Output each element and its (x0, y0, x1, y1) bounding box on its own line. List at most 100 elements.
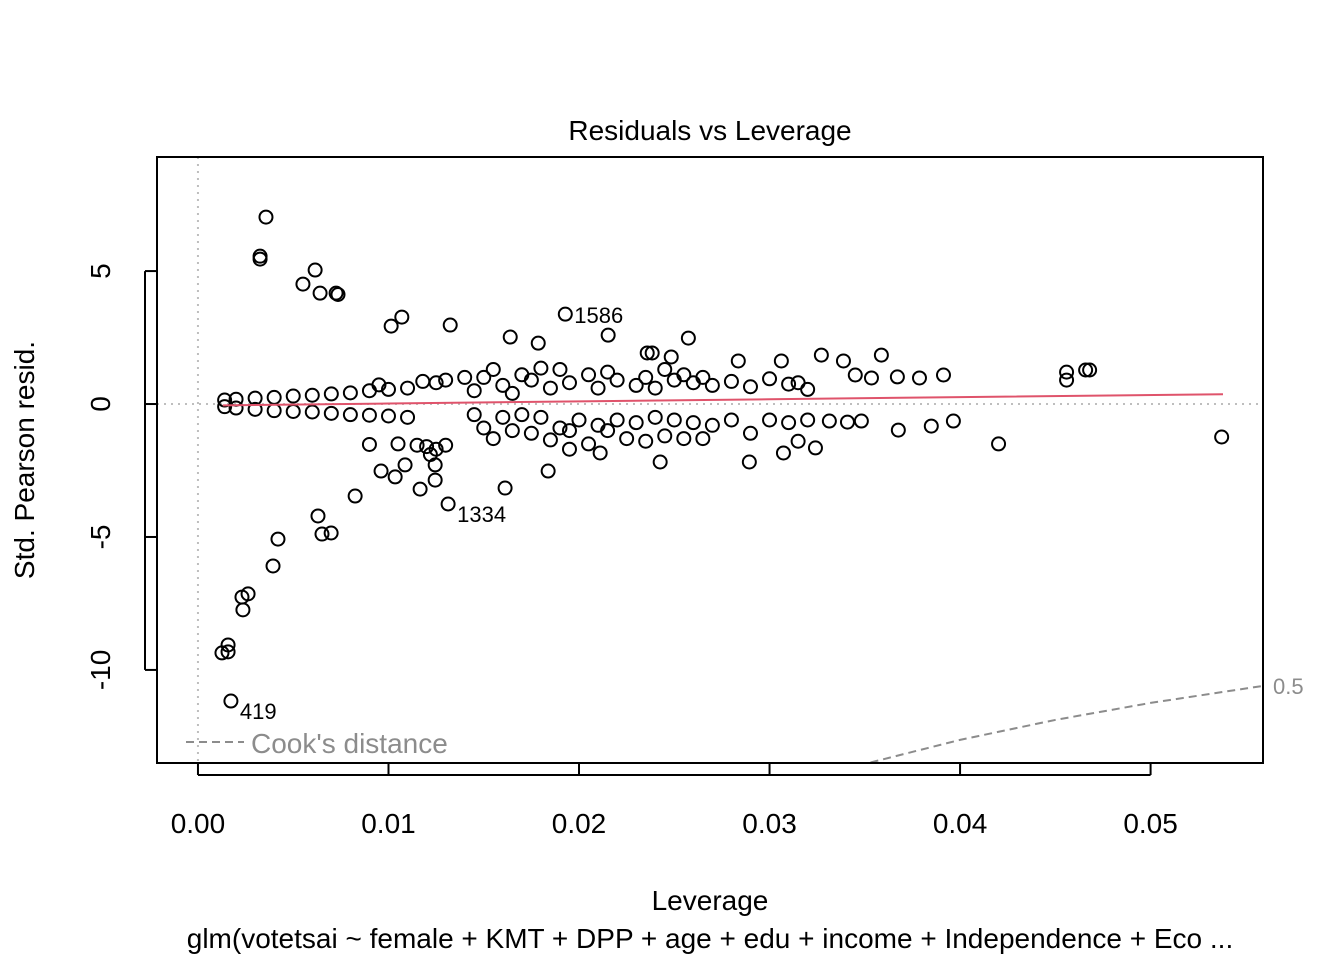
point (285, 388, 301, 404)
point (552, 420, 568, 436)
point (307, 262, 323, 278)
point (495, 377, 511, 393)
point (839, 414, 855, 430)
point (723, 373, 739, 389)
point (502, 329, 518, 345)
point-label: 1334 (457, 502, 506, 527)
x-tick-label: 0.01 (361, 808, 416, 839)
point (440, 496, 456, 512)
point (561, 423, 577, 439)
point (427, 472, 443, 488)
point (911, 370, 927, 386)
point (415, 373, 431, 389)
point (647, 409, 663, 425)
point (638, 433, 654, 449)
y-tick-label: 5 (85, 263, 116, 279)
point (342, 407, 358, 423)
point (638, 369, 654, 385)
point (581, 436, 597, 452)
point (342, 385, 358, 401)
point (1059, 364, 1075, 380)
legend-label: Cook's distance (251, 728, 448, 759)
point (304, 387, 320, 403)
point (400, 409, 416, 425)
point (400, 380, 416, 396)
x-tick-label: 0.04 (933, 808, 988, 839)
point (422, 447, 438, 463)
point (600, 423, 616, 439)
point (873, 347, 889, 363)
point (1078, 362, 1094, 378)
point (371, 377, 387, 393)
subtitle: glm(votetsai ~ female + KMT + DPP + age … (187, 923, 1234, 954)
point-label: 419 (240, 699, 277, 724)
point (457, 369, 473, 385)
point (285, 403, 301, 419)
point (590, 380, 606, 396)
point (361, 383, 377, 399)
point (265, 558, 281, 574)
point (695, 369, 711, 385)
point (466, 383, 482, 399)
point (504, 385, 520, 401)
y-tick-label: 0 (85, 396, 116, 412)
point (428, 375, 444, 391)
point (217, 399, 233, 415)
point (561, 375, 577, 391)
point (258, 209, 274, 225)
point (235, 602, 251, 618)
point (600, 364, 616, 380)
point (328, 285, 344, 301)
point (775, 445, 791, 461)
point (228, 400, 244, 416)
point (571, 412, 587, 428)
y-axis-label: Std. Pearson resid. (9, 341, 40, 579)
point (695, 431, 711, 447)
point (790, 433, 806, 449)
point (530, 335, 546, 351)
y-tick-label: -10 (85, 650, 116, 690)
point (387, 469, 403, 485)
point (742, 379, 758, 395)
y-tick-label: -5 (85, 525, 116, 550)
point (600, 327, 616, 343)
x-axis-label: Leverage (652, 885, 769, 916)
point (945, 413, 961, 429)
point (657, 428, 673, 444)
point (310, 508, 326, 524)
chart-title: Residuals vs Leverage (568, 115, 851, 146)
point (347, 488, 363, 504)
point (476, 369, 492, 385)
point (619, 431, 635, 447)
point (800, 381, 816, 397)
point (380, 381, 396, 397)
point (762, 412, 778, 428)
point (390, 436, 406, 452)
x-tick-label: 0.03 (742, 808, 797, 839)
point (609, 412, 625, 428)
point (270, 531, 286, 547)
point (628, 415, 644, 431)
point (533, 409, 549, 425)
point (504, 423, 520, 439)
point (412, 481, 428, 497)
point (561, 441, 577, 457)
point (676, 431, 692, 447)
point (835, 353, 851, 369)
point (1214, 429, 1230, 445)
cooks-level-label: 0.5 (1273, 674, 1304, 699)
point (214, 645, 230, 661)
point (419, 439, 435, 455)
point (373, 463, 389, 479)
point (685, 415, 701, 431)
point (647, 380, 663, 396)
point (397, 457, 413, 473)
point (742, 425, 758, 441)
point (223, 693, 239, 709)
point (676, 367, 692, 383)
point (628, 377, 644, 393)
point (704, 417, 720, 433)
point (304, 404, 320, 420)
point-label: 1586 (574, 303, 623, 328)
point (781, 415, 797, 431)
